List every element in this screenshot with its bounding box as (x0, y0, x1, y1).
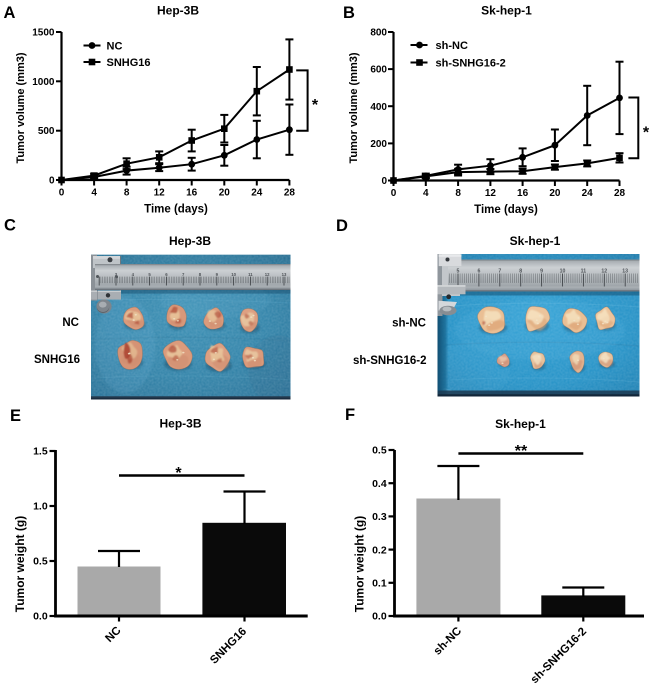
svg-text:C: C (4, 217, 16, 235)
svg-text:1500: 1500 (32, 28, 55, 39)
svg-text:1000: 1000 (32, 77, 55, 88)
svg-text:10: 10 (231, 272, 236, 277)
svg-text:Time (days): Time (days) (474, 204, 538, 216)
svg-text:Hep-3B: Hep-3B (159, 417, 201, 431)
svg-text:Tumor weight (g): Tumor weight (g) (353, 516, 367, 612)
svg-text:NC: NC (107, 40, 123, 52)
svg-text:16: 16 (186, 188, 198, 199)
svg-text:6: 6 (477, 269, 480, 275)
svg-text:0.4: 0.4 (372, 478, 387, 490)
svg-text:B: B (343, 4, 355, 22)
svg-text:0.5: 0.5 (372, 445, 387, 457)
svg-text:SNHG16: SNHG16 (107, 57, 151, 69)
svg-text:7: 7 (182, 272, 185, 277)
svg-text:A: A (4, 4, 16, 22)
svg-text:sh-NC: sh-NC (392, 318, 426, 330)
svg-text:7: 7 (498, 269, 501, 275)
svg-text:*: * (175, 465, 182, 482)
svg-text:Sk-hep-1: Sk-hep-1 (495, 417, 546, 431)
svg-text:0: 0 (391, 188, 397, 199)
svg-text:8: 8 (519, 269, 522, 275)
svg-text:400: 400 (370, 102, 387, 113)
svg-text:4: 4 (423, 188, 429, 199)
svg-text:Time (days): Time (days) (144, 204, 208, 216)
svg-text:Tumor volume (mm3): Tumor volume (mm3) (15, 52, 27, 163)
svg-text:0.3: 0.3 (372, 511, 387, 523)
svg-text:12: 12 (601, 269, 607, 275)
svg-text:8: 8 (455, 188, 461, 199)
svg-text:0: 0 (59, 188, 65, 199)
svg-text:16: 16 (517, 188, 529, 199)
svg-text:600: 600 (370, 65, 387, 76)
svg-text:sh-NC: sh-NC (436, 40, 468, 52)
svg-text:0.1: 0.1 (372, 578, 387, 590)
svg-text:500: 500 (38, 126, 55, 137)
svg-text:12: 12 (485, 188, 497, 199)
svg-text:0.5: 0.5 (33, 556, 48, 568)
svg-text:*: * (312, 97, 319, 114)
svg-text:11: 11 (248, 272, 253, 277)
svg-text:sh-SNHG16-2: sh-SNHG16-2 (436, 57, 506, 69)
svg-text:20: 20 (219, 188, 231, 199)
svg-text:Sk-hep-1: Sk-hep-1 (510, 234, 561, 248)
svg-text:*: * (643, 125, 650, 142)
svg-text:4: 4 (91, 188, 97, 199)
svg-text:Tumor weight (g): Tumor weight (g) (13, 516, 27, 612)
svg-text:SNHG16: SNHG16 (34, 354, 80, 366)
svg-text:Hep-3B: Hep-3B (157, 4, 199, 18)
svg-text:0.0: 0.0 (33, 611, 48, 623)
svg-text:1.5: 1.5 (33, 446, 48, 458)
svg-text:4: 4 (132, 272, 135, 277)
svg-text:Sk-hep-1: Sk-hep-1 (481, 4, 532, 18)
svg-text:9: 9 (216, 272, 219, 277)
svg-text:200: 200 (370, 139, 387, 150)
svg-text:6: 6 (165, 272, 168, 277)
svg-text:sh-SNHG16-2: sh-SNHG16-2 (353, 355, 427, 367)
svg-text:800: 800 (370, 28, 387, 39)
svg-text:F: F (345, 406, 355, 424)
svg-text:0: 0 (49, 176, 55, 187)
svg-text:9: 9 (540, 269, 543, 275)
svg-text:Tumor volume (mm3): Tumor volume (mm3) (348, 52, 360, 163)
svg-text:5: 5 (457, 269, 460, 275)
svg-text:24: 24 (582, 188, 594, 199)
svg-text:8: 8 (124, 188, 130, 199)
svg-text:13: 13 (282, 272, 287, 277)
svg-text:NC: NC (62, 317, 79, 329)
svg-text:5: 5 (148, 272, 151, 277)
svg-text:12: 12 (154, 188, 166, 199)
svg-text:Hep-3B: Hep-3B (169, 234, 211, 248)
svg-text:8: 8 (199, 272, 202, 277)
svg-text:0.2: 0.2 (372, 544, 387, 556)
svg-text:D: D (336, 217, 348, 235)
svg-text:0.0: 0.0 (372, 611, 387, 623)
svg-text:3: 3 (115, 272, 118, 277)
svg-text:11: 11 (581, 269, 587, 275)
svg-text:E: E (10, 407, 21, 425)
svg-text:0: 0 (381, 176, 387, 187)
svg-text:28: 28 (284, 188, 296, 199)
svg-text:**: ** (515, 443, 528, 460)
svg-text:20: 20 (549, 188, 561, 199)
svg-text:24: 24 (251, 188, 263, 199)
svg-text:10: 10 (560, 269, 566, 275)
svg-text:28: 28 (614, 188, 626, 199)
svg-text:12: 12 (265, 272, 270, 277)
svg-text:1.0: 1.0 (33, 501, 48, 513)
svg-text:13: 13 (622, 269, 628, 275)
